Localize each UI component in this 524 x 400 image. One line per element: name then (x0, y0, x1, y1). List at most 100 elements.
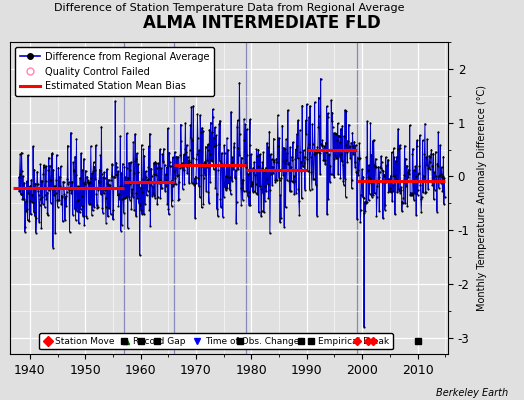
Point (306, 103, 314, 109)
Point (49, 166, 58, 173)
Point (185, 180, 193, 186)
Point (284, 161, 292, 168)
Point (369, 192, 377, 198)
Point (224, 146, 232, 153)
Point (221, 150, 229, 156)
Point (124, 224, 132, 231)
Point (154, 160, 162, 166)
Point (24, 217, 32, 224)
Point (321, 161, 330, 167)
Point (287, 164, 296, 170)
Point (254, 163, 262, 170)
Point (169, 154, 177, 160)
Point (206, 179, 214, 186)
Point (305, 186, 314, 193)
Point (268, 182, 276, 188)
Point (213, 213, 222, 219)
Point (364, 174, 373, 180)
Point (434, 163, 442, 170)
Point (241, 160, 249, 166)
Point (124, 194, 133, 200)
Point (374, 164, 383, 170)
Point (391, 158, 400, 164)
Point (364, 166, 372, 173)
Point (62, 203, 71, 210)
Point (315, 149, 324, 156)
Point (416, 182, 424, 188)
Point (199, 201, 208, 208)
Point (62, 193, 70, 199)
Point (280, 160, 289, 166)
Point (163, 201, 171, 207)
Point (426, 166, 434, 172)
Point (189, 155, 197, 161)
Point (266, 230, 274, 236)
Point (256, 183, 264, 190)
Point (124, 174, 133, 181)
Point (30, 166, 39, 173)
Point (260, 197, 269, 204)
Point (41, 192, 49, 198)
Point (360, 324, 368, 330)
Point (229, 166, 237, 172)
Point (367, 180, 375, 186)
Point (116, 133, 125, 139)
Point (134, 161, 143, 168)
Point (411, 190, 419, 196)
Point (91, 166, 100, 173)
Point (244, 193, 252, 199)
Point (396, 189, 405, 196)
Point (138, 189, 147, 195)
Point (283, 107, 292, 113)
Point (195, 194, 204, 200)
Point (220, 194, 228, 200)
Point (245, 142, 254, 148)
Point (179, 160, 187, 166)
Point (294, 117, 302, 124)
Point (265, 128, 274, 135)
Point (15, 188, 24, 195)
Point (356, 219, 365, 226)
Point (151, 194, 159, 201)
Point (328, 118, 336, 124)
Point (179, 186, 187, 192)
Point (102, 219, 110, 226)
Point (166, 159, 174, 165)
Point (191, 173, 200, 180)
Point (354, 172, 363, 178)
Point (90, 159, 98, 165)
Point (162, 177, 171, 183)
Point (395, 186, 403, 192)
Point (335, 133, 343, 139)
Point (403, 162, 411, 169)
Point (270, 157, 279, 164)
Point (43, 212, 52, 218)
Point (274, 143, 282, 150)
Point (384, 156, 392, 163)
Point (308, 185, 316, 192)
Point (288, 157, 297, 164)
Point (363, 199, 371, 206)
Point (188, 180, 196, 186)
Point (28, 199, 37, 205)
Point (93, 205, 102, 212)
Point (75, 209, 84, 216)
Point (372, 213, 380, 220)
Point (259, 189, 267, 196)
Point (226, 191, 235, 197)
Point (319, 146, 327, 152)
Point (86, 143, 95, 149)
Point (136, 252, 144, 258)
Point (136, 184, 145, 191)
Point (192, 156, 201, 162)
Point (347, 185, 356, 192)
Point (275, 174, 283, 181)
Point (151, 158, 160, 165)
Point (217, 150, 226, 156)
Point (183, 170, 191, 176)
Point (253, 191, 261, 198)
Point (171, 174, 179, 181)
Point (24, 190, 32, 197)
Point (167, 163, 175, 170)
Point (349, 150, 357, 157)
